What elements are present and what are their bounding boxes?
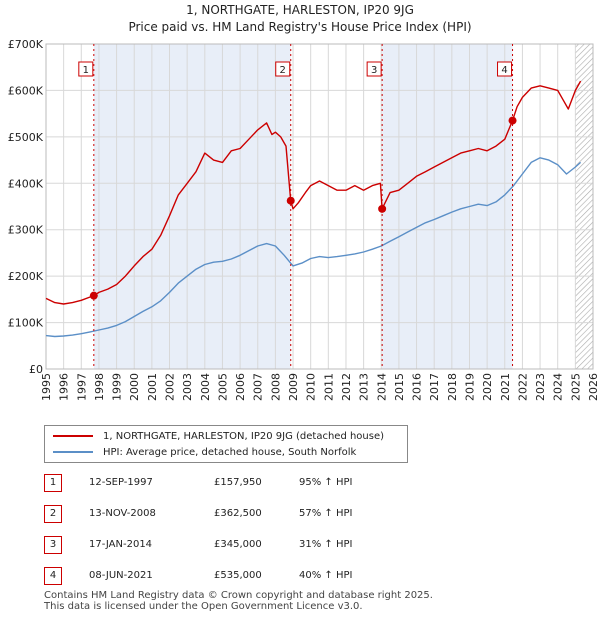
legend-label-property: 1, NORTHGATE, HARLESTON, IP20 9JG (detac…	[103, 430, 385, 442]
x-tick-label: 1996	[58, 373, 71, 401]
sale-number-badge: 3	[44, 536, 62, 554]
chart-grid	[45, 43, 594, 370]
sale-hpi-change: 57% ↑ HPI	[299, 508, 353, 519]
legend-item-hpi: HPI: Average price, detached house, Sout…	[53, 444, 356, 460]
sale-price: £345,000	[214, 539, 262, 550]
sale-row: 3 17-JAN-2014 £345,000 31% ↑ HPI	[44, 536, 404, 556]
x-tick-label: 2010	[305, 373, 318, 401]
footer-copyright: Contains HM Land Registry data © Crown c…	[44, 590, 433, 601]
y-tick-label: £700K	[8, 38, 44, 51]
sale-marker-box	[78, 61, 94, 77]
legend-label-hpi: HPI: Average price, detached house, Sout…	[103, 446, 357, 458]
x-tick-label: 2005	[216, 373, 229, 401]
x-tick-label: 1995	[40, 373, 53, 401]
x-tick-label: 2019	[463, 373, 476, 401]
sale-row: 1 12-SEP-1997 £157,950 95% ↑ HPI	[44, 474, 404, 494]
y-tick-label: £200K	[8, 270, 44, 283]
footer-licence: Contains HM Land Registry data © Crown c…	[44, 590, 433, 612]
y-tick-label: £100K	[8, 317, 44, 330]
sale-hpi-change: 31% ↑ HPI	[299, 539, 353, 550]
sale-marker-box	[497, 61, 513, 77]
x-tick-label: 2008	[269, 373, 282, 401]
forecast-region	[575, 44, 593, 369]
x-tick-label: 2009	[287, 373, 300, 401]
sale-price: £535,000	[214, 570, 262, 581]
sale-number-badge: 4	[44, 567, 62, 585]
x-tick-label: 2001	[146, 373, 159, 401]
x-tick-label: 2004	[199, 373, 212, 401]
x-tick-label: 2002	[164, 373, 177, 401]
y-tick-label: £300K	[8, 224, 44, 237]
legend-item-property: 1, NORTHGATE, HARLESTON, IP20 9JG (detac…	[53, 428, 384, 444]
chart-subtitle: Price paid vs. HM Land Registry's House …	[128, 20, 471, 34]
x-tick-label: 2011	[322, 373, 335, 401]
x-tick-label: 2023	[534, 373, 547, 401]
x-tick-label: 2006	[234, 373, 247, 401]
sale-date: 08-JUN-2021	[89, 570, 153, 581]
sale-marker-dot	[378, 204, 387, 213]
x-tick-label: 2017	[428, 373, 441, 401]
x-tick-label: 1999	[111, 373, 124, 401]
chart-legend: 1, NORTHGATE, HARLESTON, IP20 9JG (detac…	[44, 425, 408, 463]
x-tick-label: 2024	[552, 373, 565, 401]
x-tick-label: 2014	[375, 373, 388, 401]
x-tick-label: 2003	[181, 373, 194, 401]
y-tick-label: £500K	[8, 131, 44, 144]
sale-marker-dot	[508, 116, 517, 125]
sale-marker-label: 1	[83, 65, 89, 76]
x-tick-label: 1998	[93, 373, 106, 401]
series-line-hpi	[45, 157, 582, 338]
sale-row: 4 08-JUN-2021 £535,000 40% ↑ HPI	[44, 567, 404, 587]
sale-hpi-change: 95% ↑ HPI	[299, 477, 353, 488]
x-tick-label: 2015	[393, 373, 406, 401]
sale-price: £157,950	[214, 477, 262, 488]
sale-price: £362,500	[214, 508, 262, 519]
x-tick-label: 2022	[516, 373, 529, 401]
chart-sale-markers: 1 2 3 4	[78, 44, 517, 369]
sale-marker-box	[366, 61, 382, 77]
x-tick-label: 2018	[446, 373, 459, 401]
x-tick-label: 2021	[499, 373, 512, 401]
chart-series-layer	[45, 80, 582, 338]
sale-marker-box	[275, 61, 291, 77]
x-tick-label: 2026	[587, 373, 600, 401]
sale-marker-dot	[286, 196, 295, 205]
sale-marker-label: 3	[371, 65, 377, 76]
x-tick-label: 2007	[252, 373, 265, 401]
y-tick-label: £400K	[8, 177, 44, 190]
sale-date: 13-NOV-2008	[89, 508, 156, 519]
price-chart: 1, NORTHGATE, HARLESTON, IP20 9JG Price …	[8, 3, 600, 401]
x-tick-label: 2020	[481, 373, 494, 401]
footer-licence-text: This data is licensed under the Open Gov…	[44, 601, 363, 612]
y-tick-label: £600K	[8, 84, 44, 97]
sale-number-badge: 1	[44, 474, 62, 492]
sale-date: 17-JAN-2014	[89, 539, 153, 550]
legend-swatch-property	[53, 435, 93, 437]
sale-row: 2 13-NOV-2008 £362,500 57% ↑ HPI	[44, 505, 404, 525]
chart-title: 1, NORTHGATE, HARLESTON, IP20 9JG	[186, 3, 414, 17]
plot-border	[45, 43, 594, 370]
sale-marker-label: 2	[280, 65, 286, 76]
series-line-property	[45, 80, 582, 305]
x-tick-label: 2013	[358, 373, 371, 401]
sale-date: 12-SEP-1997	[89, 477, 153, 488]
y-tick-label: £0	[29, 363, 43, 376]
chart-axes: £0 £100K £200K £300K £400K £500K £600K £700K 199…	[8, 38, 600, 401]
sale-marker-label: 4	[501, 65, 507, 76]
x-tick-label: 1997	[75, 373, 88, 401]
x-tick-label: 2000	[128, 373, 141, 401]
sale-hpi-change: 40% ↑ HPI	[299, 570, 353, 581]
shaded-ownership-period	[93, 44, 291, 369]
x-tick-label: 2016	[411, 373, 424, 401]
sale-marker-dot	[89, 291, 98, 300]
legend-swatch-hpi	[53, 451, 93, 453]
shaded-ownership-period	[382, 44, 513, 369]
x-tick-label: 2012	[340, 373, 353, 401]
sale-number-badge: 2	[44, 505, 62, 523]
x-tick-label: 2025	[569, 373, 582, 401]
